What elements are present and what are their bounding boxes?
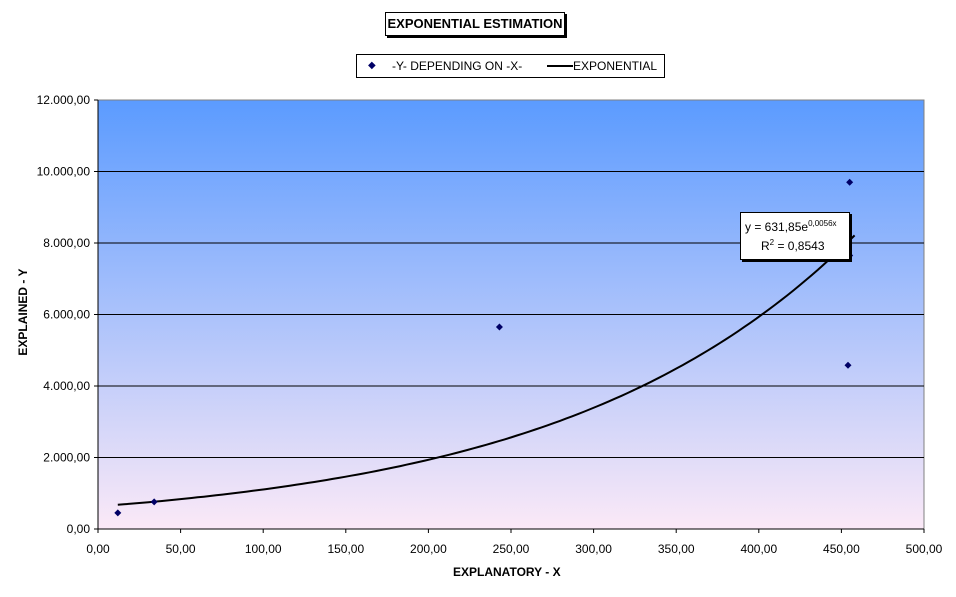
x-axis-title: EXPLANATORY - X [453, 565, 561, 579]
y-tick-label: 0,00 [67, 522, 91, 536]
r2-sup: 2 [769, 238, 775, 247]
x-tick-label: 50,00 [166, 542, 196, 556]
y-tick-label: 10.000,00 [37, 165, 91, 179]
legend-marker-line [547, 65, 573, 67]
equation-prefix: y = 631,85e [745, 220, 809, 234]
axes [94, 99, 925, 533]
x-tick-label: 0,00 [86, 542, 110, 556]
x-tick-label: 500,00 [906, 542, 943, 556]
x-tick-label: 350,00 [658, 542, 695, 556]
equation-line: y = 631,85e0,0056x [745, 219, 837, 234]
legend-label-points: -Y- DEPENDING ON -X- [392, 59, 523, 73]
data-point [846, 178, 854, 186]
trendline [117, 234, 856, 506]
equation-annotation: y = 631,85e0,0056x R2 = 0,8543 [740, 212, 850, 260]
data-point [844, 361, 852, 369]
y-axis-title: EXPLAINED - Y [16, 268, 30, 356]
legend-marker-diamond: ◆ [368, 60, 376, 71]
equation-exponent: 0,0056x [808, 219, 837, 228]
r2-value: = 0,8543 [774, 239, 825, 253]
exponential-trendline [117, 234, 856, 506]
legend-label-trend: EXPONENTIAL [573, 59, 658, 73]
x-tick-label: 200,00 [410, 542, 447, 556]
r2-prefix: R [761, 239, 770, 253]
y-tick-label: 4.000,00 [43, 379, 90, 393]
chart-title: EXPONENTIAL ESTIMATION [385, 12, 565, 36]
data-point [495, 323, 503, 331]
x-tick-label: 300,00 [575, 542, 612, 556]
tick-labels: 0,00 2.000,00 4.000,00 6.000,00 8.000,00 10.0… [37, 93, 943, 556]
x-tick-label: 400,00 [740, 542, 777, 556]
r-squared-line: R2 = 0,8543 [761, 238, 825, 253]
grid-lines [98, 171, 924, 458]
x-tick-label: 100,00 [245, 542, 282, 556]
x-tick-label: 150,00 [327, 542, 364, 556]
data-point [114, 509, 122, 517]
legend: ◆ -Y- DEPENDING ON -X- EXPONENTIAL [356, 54, 665, 78]
y-tick-label: 2.000,00 [43, 451, 90, 465]
y-tick-label: 12.000,00 [37, 93, 91, 107]
x-tick-label: 250,00 [493, 542, 530, 556]
y-tick-label: 8.000,00 [43, 236, 90, 250]
data-point [150, 498, 158, 506]
y-tick-label: 6.000,00 [43, 308, 90, 322]
x-tick-label: 450,00 [823, 542, 860, 556]
data-points [114, 178, 854, 517]
